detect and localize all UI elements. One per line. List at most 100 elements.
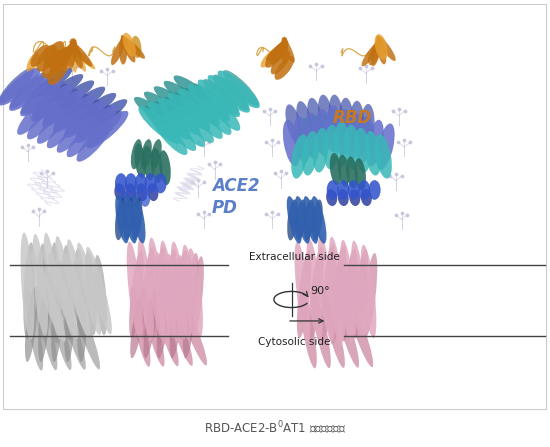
Ellipse shape <box>350 115 365 156</box>
Ellipse shape <box>330 256 344 345</box>
Ellipse shape <box>377 36 395 61</box>
Ellipse shape <box>69 41 92 67</box>
Ellipse shape <box>183 287 195 358</box>
Ellipse shape <box>350 250 365 340</box>
Ellipse shape <box>348 180 360 200</box>
Ellipse shape <box>365 131 381 176</box>
Ellipse shape <box>291 134 309 179</box>
Ellipse shape <box>184 88 219 124</box>
Ellipse shape <box>180 105 214 143</box>
Ellipse shape <box>162 114 196 151</box>
Ellipse shape <box>344 290 373 367</box>
Ellipse shape <box>295 196 310 244</box>
Ellipse shape <box>352 258 366 339</box>
Ellipse shape <box>198 80 240 117</box>
Ellipse shape <box>87 99 127 129</box>
Ellipse shape <box>129 250 144 338</box>
Ellipse shape <box>147 183 158 201</box>
Ellipse shape <box>49 242 60 339</box>
Ellipse shape <box>368 44 380 65</box>
Ellipse shape <box>322 289 345 368</box>
Ellipse shape <box>332 245 346 337</box>
Ellipse shape <box>125 173 137 194</box>
Ellipse shape <box>213 75 249 110</box>
Ellipse shape <box>87 110 122 146</box>
Ellipse shape <box>159 150 171 185</box>
Ellipse shape <box>54 80 94 110</box>
Ellipse shape <box>144 92 184 121</box>
Ellipse shape <box>295 118 310 159</box>
Ellipse shape <box>190 256 204 337</box>
Ellipse shape <box>283 120 300 166</box>
Ellipse shape <box>55 236 76 338</box>
Ellipse shape <box>76 105 111 141</box>
Ellipse shape <box>69 288 100 369</box>
Ellipse shape <box>65 100 100 135</box>
Ellipse shape <box>329 236 345 339</box>
Ellipse shape <box>139 106 180 144</box>
Ellipse shape <box>76 124 111 162</box>
Ellipse shape <box>64 286 74 362</box>
Ellipse shape <box>25 287 43 371</box>
Ellipse shape <box>163 288 193 366</box>
Ellipse shape <box>188 248 203 337</box>
Ellipse shape <box>346 113 362 159</box>
Ellipse shape <box>74 248 86 337</box>
Ellipse shape <box>336 109 351 156</box>
Ellipse shape <box>86 111 128 148</box>
Ellipse shape <box>57 115 91 153</box>
Ellipse shape <box>177 255 192 340</box>
Ellipse shape <box>354 249 368 337</box>
Ellipse shape <box>311 289 331 368</box>
Ellipse shape <box>295 199 306 240</box>
Ellipse shape <box>130 287 146 358</box>
Ellipse shape <box>315 109 331 156</box>
Ellipse shape <box>75 105 117 143</box>
Ellipse shape <box>131 195 146 243</box>
Ellipse shape <box>313 128 328 173</box>
Ellipse shape <box>338 189 349 206</box>
Ellipse shape <box>144 106 179 142</box>
Ellipse shape <box>53 95 95 132</box>
Ellipse shape <box>72 47 95 69</box>
Text: Cytosolic side: Cytosolic side <box>258 337 331 347</box>
Ellipse shape <box>72 261 85 337</box>
Ellipse shape <box>125 183 136 201</box>
Ellipse shape <box>142 146 155 181</box>
Ellipse shape <box>339 98 354 140</box>
Ellipse shape <box>355 158 366 190</box>
Ellipse shape <box>304 199 315 240</box>
Ellipse shape <box>356 116 373 163</box>
Ellipse shape <box>303 196 318 244</box>
Ellipse shape <box>38 286 50 362</box>
Ellipse shape <box>115 220 122 232</box>
Ellipse shape <box>312 199 323 240</box>
Ellipse shape <box>333 290 359 367</box>
Ellipse shape <box>153 118 188 155</box>
Ellipse shape <box>182 245 197 338</box>
Ellipse shape <box>162 249 177 337</box>
Ellipse shape <box>170 241 187 340</box>
Ellipse shape <box>120 227 133 232</box>
Text: Extracellular side: Extracellular side <box>249 252 340 262</box>
Ellipse shape <box>375 134 392 179</box>
Ellipse shape <box>337 180 349 200</box>
Ellipse shape <box>115 173 127 194</box>
Ellipse shape <box>20 79 62 116</box>
Ellipse shape <box>361 245 376 338</box>
Ellipse shape <box>330 153 341 185</box>
Ellipse shape <box>339 112 354 153</box>
Ellipse shape <box>361 118 376 159</box>
Ellipse shape <box>151 246 166 338</box>
Ellipse shape <box>10 73 45 109</box>
Ellipse shape <box>27 102 61 139</box>
Ellipse shape <box>25 286 38 362</box>
Ellipse shape <box>197 97 232 135</box>
Ellipse shape <box>134 97 174 127</box>
Ellipse shape <box>344 125 360 169</box>
Ellipse shape <box>261 49 278 67</box>
Ellipse shape <box>148 237 165 340</box>
Ellipse shape <box>111 38 125 65</box>
Ellipse shape <box>341 257 355 342</box>
Ellipse shape <box>62 245 73 337</box>
